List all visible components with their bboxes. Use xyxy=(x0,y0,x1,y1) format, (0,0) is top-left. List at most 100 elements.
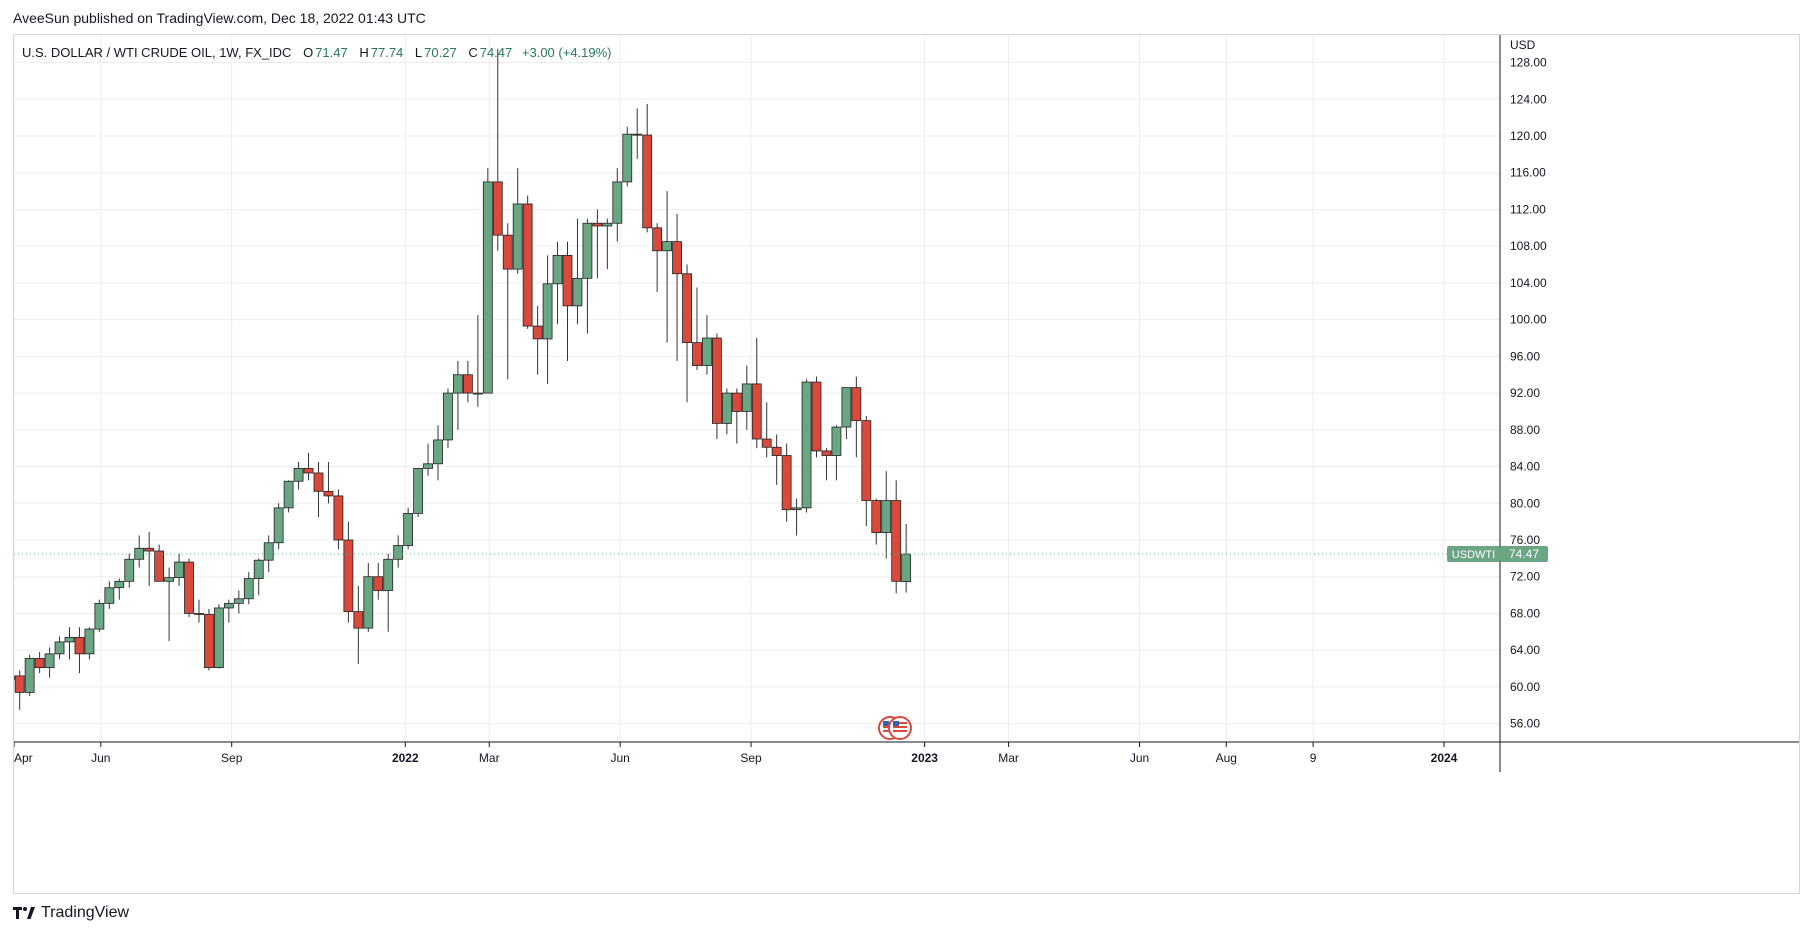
candle-body xyxy=(731,392,742,412)
y-tick-label: 112.00 xyxy=(1510,202,1546,216)
publisher-line: AveeSun published on TradingView.com, De… xyxy=(13,10,426,26)
x-tick-label: Sep xyxy=(740,751,762,765)
y-tick-label: 72.00 xyxy=(1510,570,1540,584)
current-symbol-badge xyxy=(1447,546,1500,563)
candle-body xyxy=(243,578,254,600)
candle-body xyxy=(184,561,194,614)
chart-frame[interactable]: 56.00 60.00 64.00 68.00 72.00 76.00 80.00 84.00… xyxy=(13,34,1800,894)
candle-body xyxy=(901,553,912,582)
x-tick-label: Jun xyxy=(610,751,629,765)
candle-body xyxy=(14,675,25,693)
candle-body xyxy=(104,587,115,604)
candle-body xyxy=(492,181,503,236)
candle-body xyxy=(811,381,822,452)
current-price-badge xyxy=(1500,546,1548,563)
candle-body xyxy=(871,500,882,534)
y-tick-label: 56.00 xyxy=(1510,717,1540,731)
candle-body xyxy=(363,576,374,629)
footer-brand[interactable]: TradingView xyxy=(13,904,129,922)
chart-legend: U.S. DOLLAR / WTI CRUDE OIL, 1W, FX_IDC … xyxy=(22,45,612,60)
candle-body xyxy=(532,325,543,340)
x-tick-label: 2022 xyxy=(392,751,419,765)
candle-body xyxy=(64,636,75,643)
candle-body xyxy=(622,133,633,183)
legend-close-label: C xyxy=(468,45,478,60)
candle-body xyxy=(353,611,364,629)
y-tick-label: 104.00 xyxy=(1510,276,1547,290)
x-tick-label: Sep xyxy=(221,751,243,765)
candle-body xyxy=(662,241,673,252)
y-tick-label: 128.00 xyxy=(1510,56,1547,70)
candle-body xyxy=(164,577,174,582)
candle-body xyxy=(572,277,583,307)
x-tick-label: Jun xyxy=(1130,751,1149,765)
candle-body xyxy=(781,455,792,511)
y-tick-label: 124.00 xyxy=(1510,92,1547,106)
candle-body xyxy=(94,602,105,630)
candle-body xyxy=(54,641,65,655)
y-tick-label: 116.00 xyxy=(1510,166,1546,180)
legend-open-value: 71.47 xyxy=(315,45,348,60)
candle-body xyxy=(751,383,762,440)
candle-body xyxy=(592,222,603,227)
x-tick-label: Mar xyxy=(479,751,500,765)
x-tick-label: 9 xyxy=(1310,751,1317,765)
candle-body xyxy=(443,392,453,441)
candlestick-chart[interactable]: 56.00 60.00 64.00 68.00 72.00 76.00 80.00 84.00… xyxy=(14,35,1800,894)
y-tick-label: 68.00 xyxy=(1510,606,1540,620)
candle-body xyxy=(433,439,443,465)
candle-body xyxy=(771,446,782,456)
legend-open-label: O xyxy=(303,45,314,60)
candle-body xyxy=(831,426,842,456)
legend-high-value: 77.74 xyxy=(370,45,404,60)
candle-body xyxy=(343,539,354,613)
candle-body xyxy=(463,374,473,394)
candle-body xyxy=(652,227,663,252)
y-tick-label: 76.00 xyxy=(1510,533,1540,547)
candle-body xyxy=(144,547,155,552)
candle-body xyxy=(84,628,95,655)
candle-body xyxy=(223,602,234,609)
candle-body xyxy=(213,607,224,669)
current-symbol-label: USDWTI xyxy=(1452,549,1495,561)
us-flag-event-icon xyxy=(888,716,912,740)
legend-change: +3.00 (+4.19%) xyxy=(521,45,612,60)
candle-body xyxy=(423,463,433,469)
current-price-label: 74.47 xyxy=(1509,547,1539,561)
candle-body xyxy=(642,134,653,229)
candle-body xyxy=(562,254,573,307)
candle-body xyxy=(403,512,414,546)
candle-body xyxy=(373,576,384,591)
x-tick-label: Aug xyxy=(1216,751,1237,765)
candle-body xyxy=(44,653,55,669)
footer-brand-label: TradingView xyxy=(41,904,130,921)
legend-low-value: 70.27 xyxy=(424,45,457,60)
candle-body xyxy=(632,133,643,136)
y-tick-label: 64.00 xyxy=(1510,643,1540,657)
x-tick-label: Jun xyxy=(91,751,110,765)
candle-body xyxy=(333,495,344,541)
candle-body xyxy=(582,222,593,279)
legend-close-value: 74.47 xyxy=(479,45,513,60)
candle-body xyxy=(253,559,264,579)
candle-body xyxy=(323,490,334,497)
candle-body xyxy=(303,467,314,474)
candle-body xyxy=(313,472,324,492)
candle-body xyxy=(721,392,732,424)
candle-body xyxy=(174,561,184,579)
currency-label: USD xyxy=(1510,38,1536,52)
candle-body xyxy=(34,658,45,669)
candle-body xyxy=(891,500,902,582)
candle-body xyxy=(741,383,752,412)
y-tick-label: 84.00 xyxy=(1510,460,1540,474)
candle-body xyxy=(393,545,404,560)
legend-low-label: L xyxy=(414,45,423,60)
candle-body xyxy=(24,658,35,693)
candle-body xyxy=(552,254,563,285)
candle-body xyxy=(692,342,702,366)
candle-body xyxy=(761,438,772,448)
candle-body xyxy=(194,613,204,615)
candle-body xyxy=(602,222,613,227)
candle-body xyxy=(512,203,523,270)
candle-body xyxy=(542,283,553,340)
